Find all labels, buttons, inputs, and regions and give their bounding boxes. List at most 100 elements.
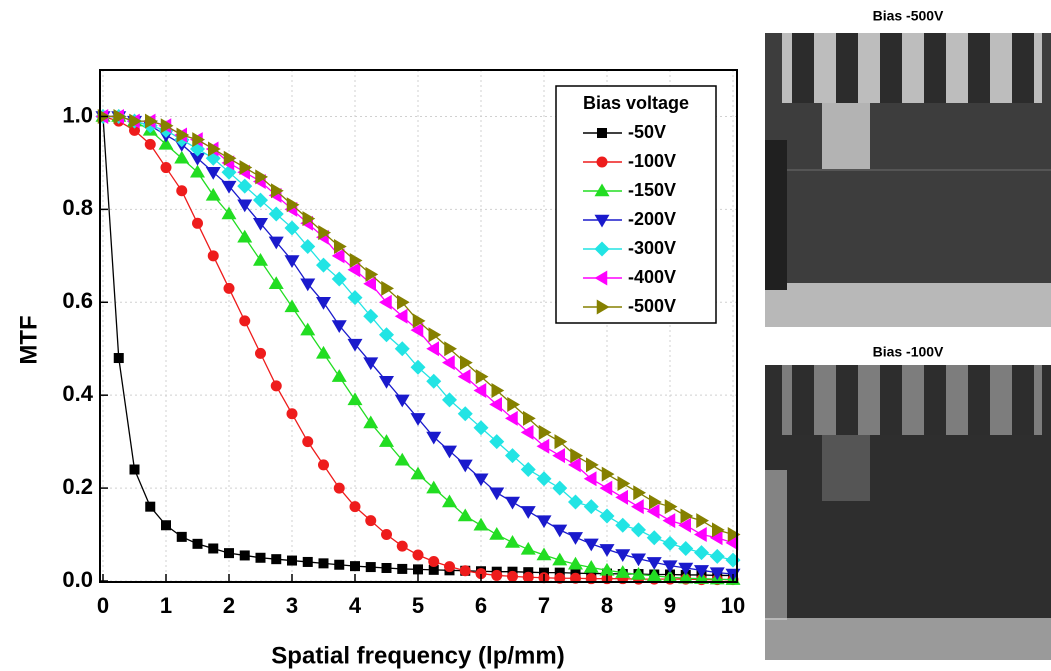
marker — [350, 561, 360, 572]
y-tick-label: 1.0 — [62, 102, 93, 127]
marker — [507, 570, 518, 582]
marker — [239, 315, 251, 327]
marker — [473, 517, 489, 531]
marker — [583, 499, 599, 515]
marker — [520, 462, 536, 478]
marker — [586, 457, 599, 473]
marker — [570, 572, 581, 584]
marker — [601, 466, 615, 482]
marker — [536, 547, 552, 561]
marker — [160, 162, 172, 174]
marker — [270, 380, 282, 392]
marker — [709, 548, 725, 564]
marker — [646, 557, 662, 570]
marker — [552, 552, 568, 566]
marker — [208, 543, 219, 554]
marker — [192, 217, 203, 229]
micrograph-bars — [782, 33, 1042, 103]
marker — [646, 530, 662, 546]
marker — [520, 506, 536, 519]
marker — [174, 150, 190, 164]
x-tick-label: 10 — [721, 593, 745, 618]
marker — [318, 225, 331, 241]
marker — [158, 136, 174, 150]
marker — [457, 508, 473, 522]
marker — [662, 535, 678, 551]
marker — [410, 466, 426, 480]
marker — [631, 499, 644, 515]
marker — [678, 562, 694, 576]
marker — [268, 236, 284, 250]
marker — [583, 471, 597, 487]
marker — [347, 262, 361, 278]
marker — [694, 565, 709, 578]
micrograph-band — [765, 618, 1051, 660]
legend-label: -400V — [628, 267, 676, 287]
marker — [237, 199, 253, 213]
x-tick-label: 0 — [97, 593, 109, 618]
marker — [615, 489, 628, 505]
marker — [286, 197, 300, 213]
marker — [505, 496, 520, 510]
marker — [475, 568, 487, 580]
marker — [284, 220, 300, 236]
marker — [347, 290, 363, 306]
marker — [397, 563, 408, 574]
marker — [631, 566, 646, 580]
marker — [334, 559, 345, 570]
marker — [190, 164, 205, 178]
legend-marker — [594, 241, 610, 257]
marker — [334, 239, 347, 255]
micrograph-band — [765, 283, 1051, 327]
x-tick-label: 6 — [475, 593, 487, 618]
marker — [523, 410, 536, 426]
marker — [205, 166, 221, 180]
micrograph-bars — [782, 365, 1042, 435]
marker — [460, 355, 473, 371]
marker — [394, 452, 410, 466]
marker — [428, 327, 442, 343]
marker — [394, 394, 410, 408]
marker — [255, 169, 268, 185]
marker — [442, 445, 457, 459]
marker — [253, 218, 268, 231]
marker — [347, 392, 363, 406]
legend-marker — [596, 299, 610, 315]
marker — [599, 508, 615, 524]
marker — [318, 459, 329, 471]
legend-marker — [594, 214, 610, 228]
y-tick-label: 0.8 — [62, 195, 93, 220]
marker — [457, 459, 473, 473]
marker — [473, 420, 489, 436]
marker — [331, 320, 347, 333]
marker — [457, 406, 473, 422]
y-tick-label: 0.4 — [62, 381, 93, 406]
x-tick-label: 4 — [349, 593, 362, 618]
marker — [725, 535, 739, 551]
marker — [444, 341, 457, 357]
marker — [615, 549, 631, 563]
marker — [253, 192, 268, 208]
marker — [161, 520, 171, 531]
marker — [176, 531, 187, 542]
marker — [583, 538, 599, 552]
marker — [349, 252, 363, 268]
legend-label: -500V — [628, 296, 676, 316]
marker — [300, 278, 316, 292]
marker — [568, 494, 583, 510]
marker — [255, 552, 266, 563]
legend-marker — [597, 128, 607, 138]
marker — [129, 113, 142, 129]
micrograph-dots — [765, 470, 787, 620]
x-tick-label: 2 — [223, 593, 235, 618]
y-tick-label: 0.0 — [62, 567, 93, 592]
marker — [678, 540, 694, 556]
marker — [599, 544, 615, 557]
marker — [271, 183, 284, 199]
marker — [709, 530, 723, 546]
marker — [129, 464, 140, 475]
marker — [442, 392, 457, 408]
series — [97, 108, 741, 543]
